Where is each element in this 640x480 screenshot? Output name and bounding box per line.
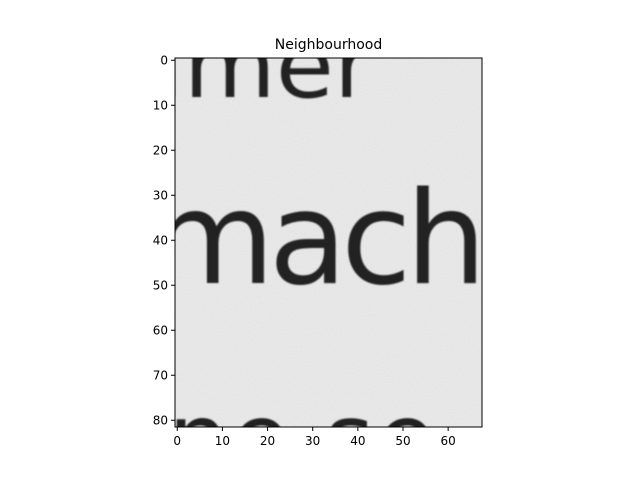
x-tick-label: 60 [440, 434, 455, 448]
y-tick-label: 60 [153, 323, 168, 337]
ink-row-top: imer [158, 13, 373, 118]
x-tick-label: 40 [350, 434, 365, 448]
y-axis-ticks: 0 10 20 30 40 50 60 70 80 [153, 53, 175, 427]
y-tick-label: 70 [153, 368, 168, 382]
y-tick-label: 50 [153, 278, 168, 292]
x-tick-label: 10 [215, 434, 230, 448]
y-tick-label: 30 [153, 188, 168, 202]
image-area: imer machi ne se [150, 13, 510, 480]
x-tick-label: 30 [305, 434, 320, 448]
x-axis-ticks: 0 10 20 30 40 50 60 [173, 427, 456, 448]
axes-frame [174, 57, 483, 428]
x-tick-label: 50 [395, 434, 410, 448]
y-tick-label: 20 [153, 143, 168, 157]
y-tick-label: 10 [153, 98, 168, 112]
x-tick-label: 20 [260, 434, 275, 448]
y-tick-label: 0 [160, 53, 168, 67]
y-tick-label: 40 [153, 233, 168, 247]
ink-row-middle: machi [150, 165, 510, 314]
y-tick-label: 80 [153, 413, 168, 427]
image-ink: imer machi ne se [150, 13, 510, 480]
ink-row-bottom: ne se [168, 383, 438, 480]
image-grain [175, 58, 482, 427]
x-tick-label: 0 [173, 434, 181, 448]
chart-title: Neighbourhood [275, 37, 382, 53]
